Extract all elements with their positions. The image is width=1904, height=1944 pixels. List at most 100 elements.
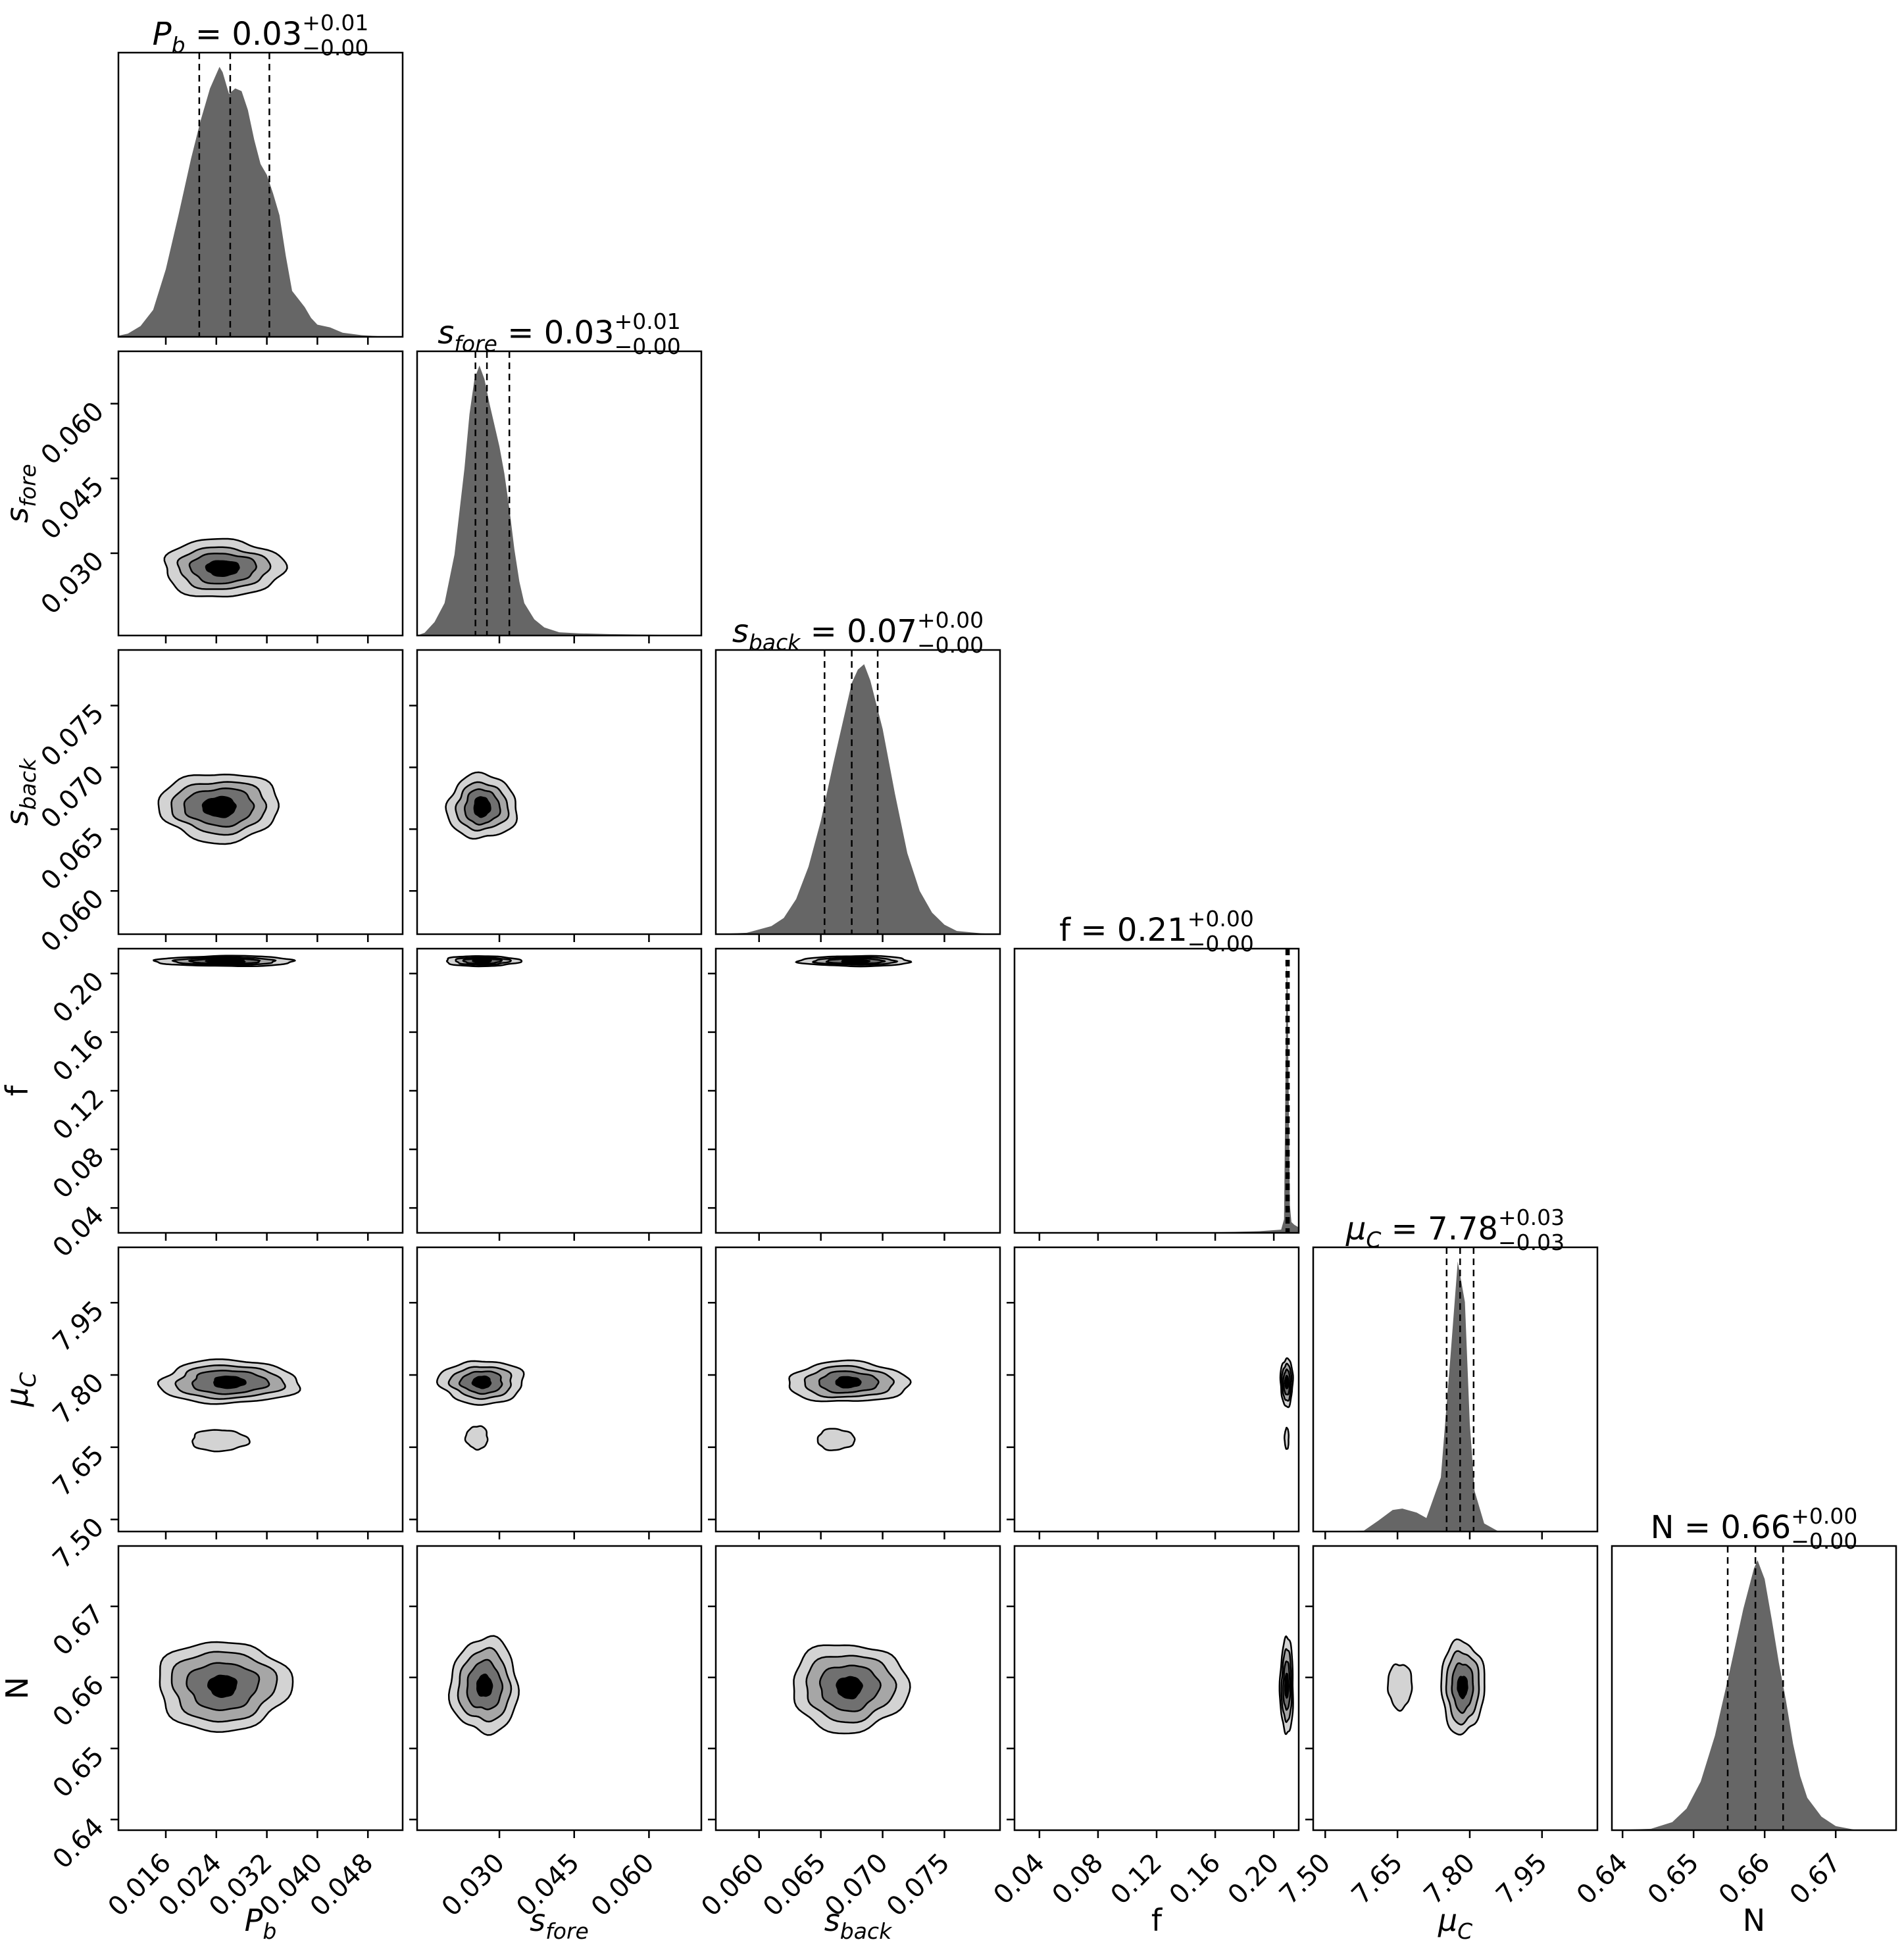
panel-sback-sback: sback = 0.07+0.00−0.00 bbox=[714, 607, 1001, 942]
x-axis-label-f: f bbox=[1151, 1903, 1163, 1938]
x-axis-label-sback: sback bbox=[824, 1903, 893, 1944]
title-plus: +0.00 bbox=[1188, 906, 1254, 932]
y-tick-label: 7.65 bbox=[47, 1439, 111, 1503]
panel-N-N: N = 0.66+0.00−0.00 0.64 0.65 0.66 0.67 bbox=[1571, 1503, 1897, 1911]
histogram-sfore bbox=[417, 365, 701, 636]
title-symbol: μ bbox=[1345, 1210, 1366, 1247]
contour-level-4 bbox=[835, 1376, 862, 1389]
panel-content bbox=[1279, 1357, 1294, 1450]
contour-level-1 bbox=[1387, 1663, 1413, 1712]
panel-content bbox=[793, 1644, 911, 1735]
y-tick-label: 7.50 bbox=[47, 1512, 111, 1575]
panel-content bbox=[1612, 1546, 1896, 1830]
x-tick-label: 0.045 bbox=[511, 1848, 586, 1923]
title-equals: = 7.78 bbox=[1381, 1210, 1498, 1247]
title-N: N = 0.66+0.00 bbox=[1651, 1503, 1858, 1546]
panel-frame bbox=[117, 1545, 404, 1832]
title-sfore: sfore = 0.03+0.01 bbox=[438, 309, 680, 357]
contour-level-4 bbox=[472, 959, 492, 964]
x-tick-label: 0.66 bbox=[1713, 1848, 1776, 1911]
panel-content bbox=[118, 53, 403, 337]
title-sback: sback = 0.07+0.00 bbox=[732, 607, 984, 655]
contour-level-4 bbox=[201, 795, 237, 818]
panel-f-N: 0.040.080.120.160.20 bbox=[988, 1545, 1300, 1911]
y-axis-label-N-main: N bbox=[0, 1677, 35, 1699]
panel-frame bbox=[1013, 947, 1300, 1234]
panel-muC-muC: μC = 7.78+0.03−0.03 bbox=[1312, 1205, 1599, 1539]
contour-level-4 bbox=[204, 959, 246, 964]
contour-level-4 bbox=[1284, 1672, 1290, 1699]
y-axis-label-muC-main: μ bbox=[0, 1387, 35, 1407]
x-axis-label-f-main: f bbox=[1151, 1903, 1163, 1938]
title-muC: μC = 7.78+0.03 bbox=[1345, 1205, 1565, 1253]
x-tick-label: 0.075 bbox=[881, 1848, 956, 1923]
title-f: f = 0.21+0.00 bbox=[1059, 906, 1254, 949]
panel-content bbox=[445, 955, 523, 968]
y-tick-label: 0.045 bbox=[36, 471, 111, 546]
contour-level-1 bbox=[464, 1425, 489, 1451]
contour-level-4 bbox=[1284, 1374, 1290, 1389]
x-axis-label-sfore-sub: fore bbox=[545, 1918, 589, 1944]
title-symbol: f bbox=[1059, 912, 1071, 949]
x-tick-label: 7.80 bbox=[1418, 1848, 1482, 1911]
panel-frame bbox=[1312, 1545, 1599, 1832]
x-axis-label-sfore-main: s bbox=[530, 1903, 545, 1938]
contour-level-4 bbox=[836, 1676, 863, 1700]
panel-sback-muC bbox=[708, 1246, 1001, 1539]
panel-content bbox=[153, 955, 297, 968]
x-tick-label: 0.65 bbox=[1642, 1848, 1705, 1911]
x-tick-label: 0.20 bbox=[1222, 1848, 1286, 1911]
panel-frame bbox=[117, 1246, 404, 1533]
x-tick-label: 7.50 bbox=[1274, 1848, 1337, 1911]
panel-content bbox=[445, 771, 518, 840]
title-minus-muC: −0.03 bbox=[1498, 1230, 1565, 1255]
title-symbol-sub: back bbox=[749, 630, 801, 655]
panel-frame bbox=[117, 350, 404, 637]
y-tick-label: 0.030 bbox=[36, 545, 111, 620]
title-Pb: Pb = 0.03+0.01 bbox=[153, 10, 369, 58]
contour-level-4 bbox=[213, 1376, 247, 1389]
panel-frame bbox=[714, 1246, 1001, 1533]
x-tick-label: 0.04 bbox=[988, 1848, 1051, 1911]
title-symbol: N bbox=[1651, 1509, 1674, 1546]
panel-frame bbox=[416, 649, 703, 935]
panel-sback-f bbox=[708, 947, 1001, 1241]
y-axis-label-sback-main: s bbox=[0, 810, 35, 826]
y-axis-label-sfore-sub: fore bbox=[15, 464, 41, 507]
title-minus-sfore: −0.00 bbox=[614, 334, 681, 359]
x-axis-label-Pb-sub: b bbox=[263, 1918, 276, 1944]
x-tick-label: 0.12 bbox=[1105, 1848, 1168, 1911]
x-tick-label: 0.64 bbox=[1571, 1848, 1634, 1911]
panel-frame bbox=[117, 51, 404, 338]
x-axis-label-sback-main: s bbox=[824, 1903, 840, 1938]
panel-frame bbox=[714, 649, 1001, 935]
contour-level-4 bbox=[471, 1375, 492, 1389]
contour-level-4 bbox=[1457, 1676, 1468, 1699]
panel-content bbox=[159, 1641, 294, 1733]
title-minus-Pb: −0.00 bbox=[302, 35, 368, 61]
title-minus-f: −0.00 bbox=[1188, 931, 1254, 957]
panel-frame bbox=[714, 947, 1001, 1234]
panel-sfore-N: 0.030 0.045 0.060 bbox=[409, 1545, 703, 1923]
title-plus: +0.01 bbox=[302, 10, 368, 36]
y-tick-label: 0.20 bbox=[47, 966, 111, 1029]
y-axis-label-sfore: sfore bbox=[0, 464, 41, 523]
panel-frame bbox=[416, 1246, 703, 1533]
y-axis-label-sback-sub: back bbox=[15, 757, 41, 810]
panel-content bbox=[447, 1635, 520, 1736]
panel-muC-N: 7.50 7.65 7.80 7.95 bbox=[1274, 1545, 1599, 1911]
panel-f-muC bbox=[1007, 1246, 1300, 1539]
panel-frame bbox=[117, 947, 404, 1234]
x-axis-label-N: N bbox=[1743, 1903, 1765, 1938]
panel-content bbox=[788, 1359, 912, 1451]
x-tick-label: 0.065 bbox=[757, 1848, 832, 1923]
panel-content bbox=[157, 1358, 301, 1453]
panel-frame bbox=[714, 1545, 1001, 1832]
panel-frame bbox=[416, 350, 703, 637]
y-axis-label-muC: μC bbox=[0, 1372, 41, 1407]
panel-content bbox=[157, 774, 280, 845]
panel-content bbox=[1015, 949, 1299, 1233]
y-axis-label-f: f bbox=[0, 1084, 35, 1096]
x-tick-label: 0.030 bbox=[436, 1848, 511, 1923]
